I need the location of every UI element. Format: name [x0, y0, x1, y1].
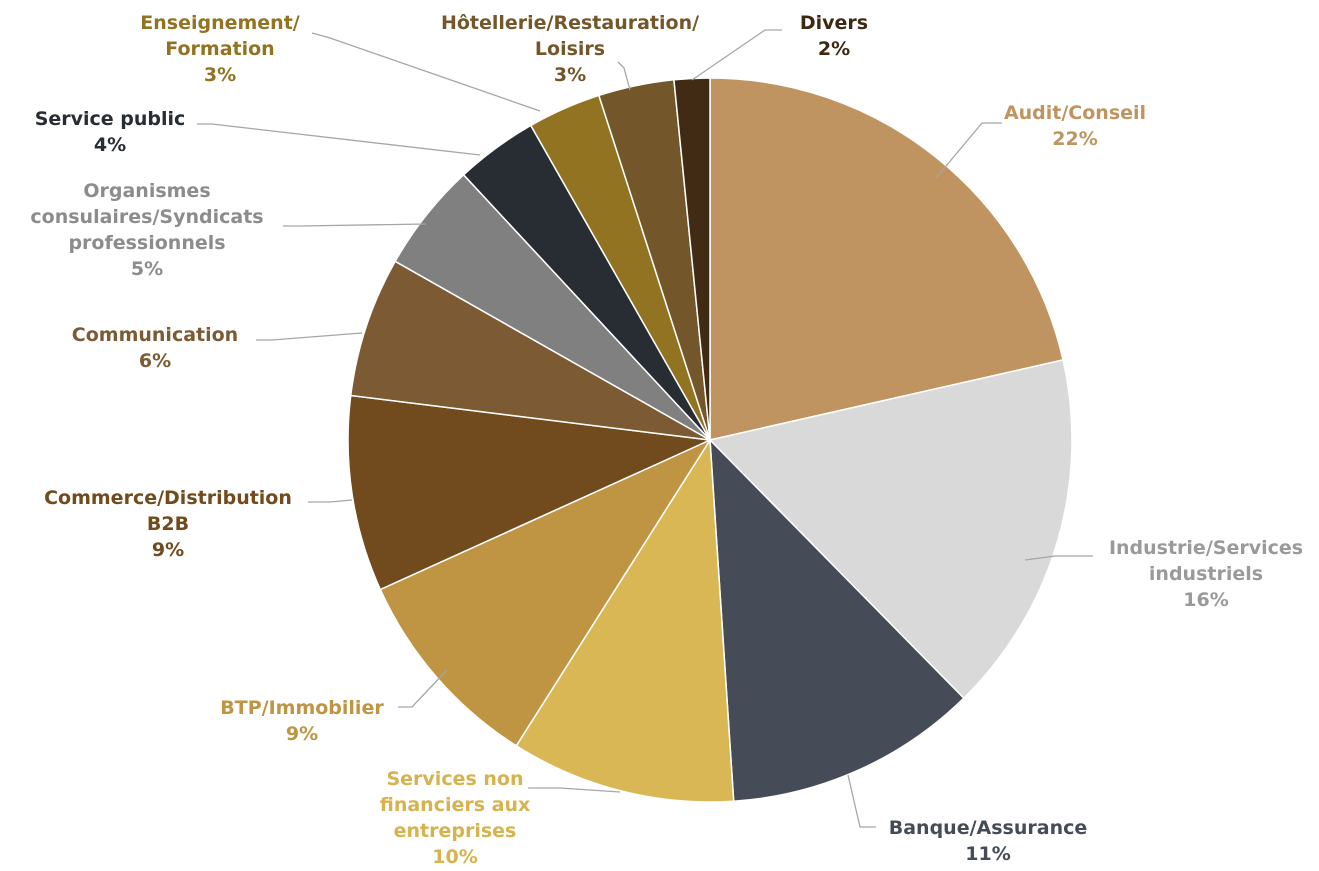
slice-label: Audit/Conseil 22%: [1004, 102, 1146, 150]
slice-name-line: Enseignement/: [140, 12, 300, 34]
slice-name-line: consulaires/Syndicats: [30, 206, 263, 228]
slice-name-line: Industrie/Services: [1109, 537, 1303, 559]
slice-name-line: professionnels: [68, 232, 225, 254]
pie-slice: [515, 437, 735, 803]
slice-name-line: Service public: [35, 108, 186, 130]
leader-line: [935, 122, 1002, 179]
slice-label: Services non financiers aux entreprises 10%: [380, 768, 531, 868]
slice-percent: 11%: [965, 843, 1010, 865]
slice-name-line: Commerce/Distribution: [44, 487, 292, 509]
leader-line: [691, 29, 782, 81]
leader-line: [308, 499, 353, 503]
leader-line: [1024, 555, 1093, 561]
slice-name-line: entreprises: [394, 820, 517, 842]
pie-slice: [379, 438, 712, 747]
pie-slices: [347, 77, 1073, 803]
slice-percent: 10%: [432, 846, 477, 868]
pie-slice: [709, 77, 1064, 441]
leader-line: [617, 61, 631, 91]
pie-slice: [347, 394, 713, 591]
slice-label: Service public 4%: [35, 108, 186, 156]
slice-name-line: financiers aux: [380, 794, 531, 816]
slice-percent: 3%: [204, 64, 236, 86]
slice-name-line: Communication: [72, 324, 238, 346]
slice-name-line: Banque/Assurance: [889, 817, 1088, 839]
slice-name-line: Audit/Conseil: [1004, 102, 1146, 124]
slice-name-line: Formation: [165, 38, 274, 60]
slice-name-line: Services non: [386, 768, 523, 790]
slice-label: Industrie/Services industriels 16%: [1109, 537, 1303, 611]
slice-percent: 3%: [554, 64, 586, 86]
leader-line: [283, 223, 427, 227]
slice-percent: 5%: [131, 258, 163, 280]
slice-label: Divers 2%: [800, 12, 868, 60]
slice-name-line: Loisirs: [535, 38, 605, 60]
slice-percent: 6%: [139, 350, 171, 372]
slice-name-line: BTP/Immobilier: [220, 697, 384, 719]
slice-percent: 9%: [286, 723, 318, 745]
slice-name-line: B2B: [147, 513, 189, 535]
leader-line: [847, 774, 876, 828]
pie-slice: [673, 77, 711, 441]
slice-percent: 16%: [1183, 589, 1228, 611]
leader-line: [528, 787, 621, 793]
slice-percent: 2%: [818, 38, 850, 60]
slice-name-line: Organismes: [83, 180, 210, 202]
slice-label: Communication 6%: [72, 324, 238, 372]
slice-percent: 9%: [152, 539, 184, 561]
slice-label: Enseignement/Formation 3%: [140, 12, 300, 86]
slice-name-line: industriels: [1149, 563, 1263, 585]
pie-slice: [349, 260, 711, 441]
slice-labels: Audit/Conseil 22% Industrie/Services indust…: [30, 12, 1303, 868]
leader-line: [311, 32, 541, 112]
slice-label: Organismes consulaires/Syndicats professio…: [30, 180, 263, 280]
leader-line: [197, 123, 481, 156]
leader-lines: [197, 29, 1093, 828]
slice-name-line: Hôtellerie/Restauration/: [441, 12, 699, 34]
slice-label: Commerce/Distribution B2B 9%: [44, 487, 292, 561]
slice-percent: 22%: [1052, 128, 1097, 150]
pie-slice: [709, 438, 965, 803]
pie-slice: [708, 359, 1073, 700]
slice-label: BTP/Immobilier 9%: [220, 697, 384, 745]
slice-label: Hôtellerie/Restauration/Loisirs 3%: [441, 12, 699, 86]
slice-name-line: Divers: [800, 12, 868, 34]
slice-label: Banque/Assurance 11%: [889, 817, 1088, 865]
leader-line: [256, 332, 363, 341]
slice-percent: 4%: [94, 134, 126, 156]
leader-line: [398, 669, 448, 708]
